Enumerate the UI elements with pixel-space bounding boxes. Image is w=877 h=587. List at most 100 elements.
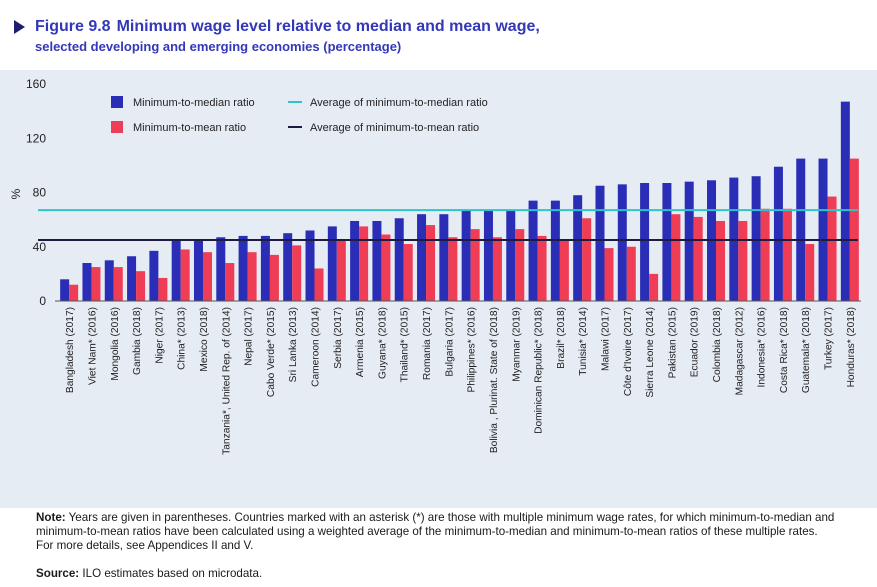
median-ratio-bar bbox=[617, 184, 627, 301]
median-ratio-bar bbox=[818, 158, 828, 301]
median-ratio-bar bbox=[193, 239, 203, 301]
figure-title-text: Minimum wage level relative to median an… bbox=[116, 18, 540, 35]
mean-ratio-bar bbox=[247, 252, 257, 301]
median-ratio-bar bbox=[573, 195, 583, 301]
x-tick-label: Colombia (2018) bbox=[712, 307, 723, 382]
note-label: Note: bbox=[36, 511, 66, 524]
x-tick-label: Cabo Verde* (2015) bbox=[266, 307, 277, 397]
median-ratio-bar bbox=[350, 220, 360, 301]
mean-ratio-bar bbox=[515, 229, 525, 301]
y-tick-label: 80 bbox=[33, 186, 47, 200]
median-ratio-bar bbox=[417, 214, 427, 301]
mean-ratio-bar bbox=[426, 225, 436, 301]
median-ratio-bar bbox=[439, 214, 449, 301]
mean-ratio-bar bbox=[180, 249, 190, 301]
x-tick-label: Mexico (2018) bbox=[199, 307, 210, 372]
mean-ratio-bar bbox=[69, 284, 79, 301]
x-tick-label: Gambia (2018) bbox=[132, 307, 143, 375]
y-tick-label: 0 bbox=[39, 294, 46, 308]
triangle-bullet-icon bbox=[14, 20, 25, 34]
y-axis-label: % bbox=[9, 188, 23, 199]
mean-ratio-bar bbox=[604, 248, 614, 301]
median-ratio-bar bbox=[171, 239, 181, 301]
y-tick-label: 40 bbox=[33, 240, 47, 254]
median-ratio-bar bbox=[773, 166, 783, 301]
mean-ratio-bar bbox=[849, 158, 859, 301]
x-tick-label: Niger (2017) bbox=[154, 307, 165, 364]
median-ratio-bar bbox=[372, 220, 382, 301]
x-tick-label: Madagascar (2012) bbox=[734, 307, 745, 395]
x-tick-label: Costa Rica* (2018) bbox=[779, 307, 790, 393]
mean-ratio-bar bbox=[158, 277, 168, 301]
median-ratio-bar bbox=[595, 185, 605, 301]
mean-ratio-bar bbox=[359, 226, 369, 301]
legend-average-median-label: Average of minimum-to-median ratio bbox=[310, 97, 488, 109]
x-tick-label: Serbia (2017) bbox=[333, 307, 344, 369]
x-tick-label: Mongolia (2016) bbox=[110, 307, 121, 381]
x-tick-label: Tunisia* (2014) bbox=[578, 307, 589, 376]
figure-note: Note: Years are given in parentheses. Co… bbox=[36, 511, 836, 553]
bar-chart: 0 40 80 120 160% Bangladesh (2017) Viet Nam* (… bbox=[9, 77, 861, 455]
x-tick-label: Brazil* (2018) bbox=[556, 307, 567, 369]
chart-panel: 0 40 80 120 160% Bangladesh (2017) Viet Nam* (… bbox=[0, 70, 877, 508]
legend-average-mean-label: Average of minimum-to-mean ratio bbox=[310, 122, 479, 134]
median-ratio-bar bbox=[82, 263, 92, 301]
median-ratio-bar bbox=[60, 279, 70, 301]
x-tick-label: Tanzania*, United Rep. of (2014) bbox=[221, 307, 232, 455]
mean-ratio-bar bbox=[559, 239, 569, 301]
mean-ratio-bar bbox=[381, 234, 391, 301]
x-tick-label: Bangladesh (2017) bbox=[65, 307, 76, 393]
legend-median-ratio-label: Minimum-to-median ratio bbox=[133, 97, 255, 109]
mean-ratio-bar bbox=[492, 237, 502, 301]
mean-ratio-bar bbox=[626, 246, 636, 301]
x-tick-label: Myanmar (2019) bbox=[511, 307, 522, 382]
mean-ratio-bar bbox=[649, 273, 659, 301]
median-ratio-bar bbox=[684, 181, 694, 301]
mean-ratio-bar bbox=[91, 267, 101, 301]
x-tick-label: Bulgaria (2017) bbox=[444, 307, 455, 377]
mean-ratio-bar bbox=[805, 244, 815, 301]
mean-ratio-bar bbox=[582, 218, 592, 301]
mean-ratio-bar bbox=[760, 208, 770, 301]
x-tick-label: Viet Nam* (2016) bbox=[87, 307, 98, 385]
median-ratio-bar bbox=[127, 256, 137, 301]
legend-mean-ratio-swatch bbox=[111, 121, 123, 133]
x-tick-label: Honduras* (2018) bbox=[846, 307, 857, 387]
median-ratio-bar bbox=[238, 235, 248, 301]
y-tick-label: 160 bbox=[26, 77, 46, 91]
x-tick-label: Cameroon (2014) bbox=[311, 307, 322, 387]
x-tick-label: Romania (2017) bbox=[422, 307, 433, 380]
median-ratio-bar bbox=[149, 250, 159, 301]
note-text: Years are given in parentheses. Countrie… bbox=[36, 511, 835, 552]
mean-ratio-bar bbox=[113, 267, 123, 301]
source-label: Source: bbox=[36, 567, 80, 580]
y-tick-label: 120 bbox=[26, 131, 46, 145]
x-tick-label: Sierra Leone (2014) bbox=[645, 307, 656, 398]
median-ratio-bar bbox=[327, 226, 337, 301]
x-tick-label: Nepal (2017) bbox=[244, 307, 255, 366]
median-ratio-bar bbox=[305, 230, 315, 301]
mean-ratio-bar bbox=[336, 239, 346, 301]
mean-ratio-bar bbox=[314, 268, 324, 301]
mean-ratio-bar bbox=[738, 220, 748, 301]
figure-number: Figure 9.8 bbox=[35, 18, 111, 35]
mean-ratio-bar bbox=[671, 214, 681, 301]
median-ratio-bar bbox=[461, 210, 471, 301]
x-tick-label: Sri Lanka (2013) bbox=[288, 307, 299, 382]
x-tick-label: Guatemala* (2018) bbox=[801, 307, 812, 393]
x-tick-label: Guyana* (2018) bbox=[377, 307, 388, 379]
x-tick-label: Turkey (2017) bbox=[824, 307, 835, 370]
mean-ratio-bar bbox=[448, 237, 458, 301]
median-ratio-bar bbox=[216, 237, 226, 301]
median-ratio-bar bbox=[283, 233, 293, 301]
mean-ratio-bar bbox=[225, 263, 235, 301]
median-ratio-bar bbox=[394, 218, 404, 301]
x-tick-label: Ecuador (2019) bbox=[690, 307, 701, 377]
mean-ratio-bar bbox=[470, 229, 480, 301]
mean-ratio-bar bbox=[782, 208, 792, 301]
mean-ratio-bar bbox=[403, 244, 413, 301]
x-tick-label: Armenia (2015) bbox=[355, 307, 366, 377]
legend-mean-ratio-label: Minimum-to-mean ratio bbox=[133, 122, 246, 134]
median-ratio-bar bbox=[260, 235, 270, 301]
median-ratio-bar bbox=[662, 183, 672, 301]
